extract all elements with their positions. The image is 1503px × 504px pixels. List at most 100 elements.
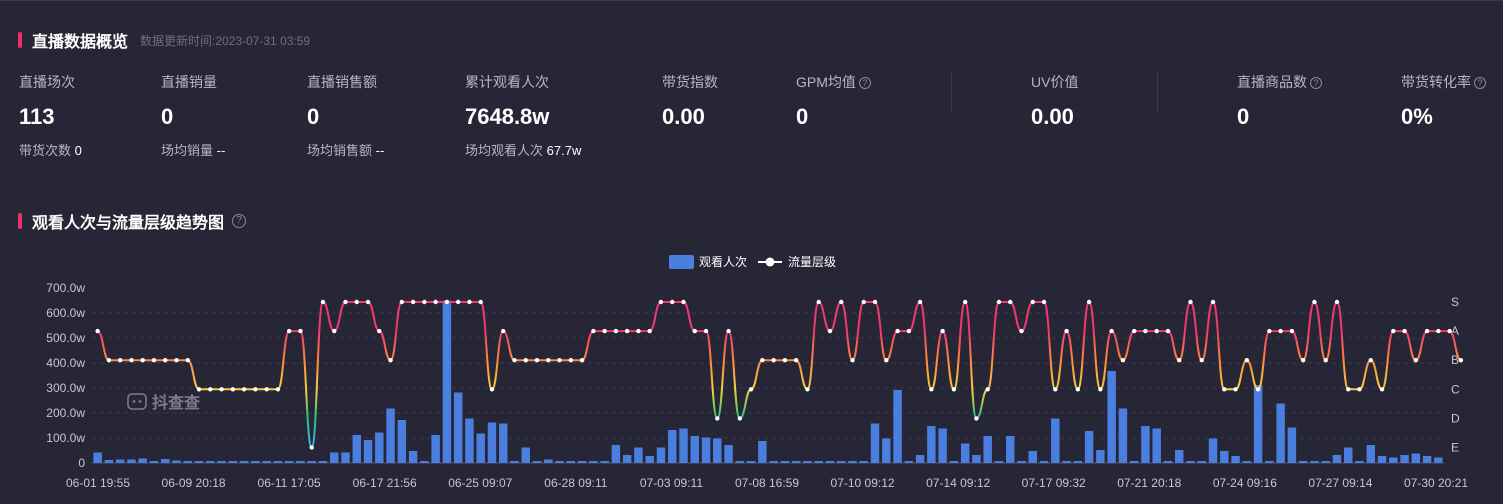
level-point	[692, 328, 697, 334]
level-point	[1188, 299, 1193, 305]
level-point	[208, 387, 213, 392]
level-point	[275, 387, 281, 392]
watermark-text: 抖查查	[152, 393, 200, 412]
level-point	[1120, 358, 1126, 363]
bar	[296, 461, 305, 463]
help-icon[interactable]: ?	[1310, 77, 1322, 89]
help-icon[interactable]: ?	[1474, 77, 1486, 89]
bar	[465, 418, 474, 463]
bar	[724, 445, 733, 463]
bar	[1073, 461, 1083, 463]
level-point	[1458, 358, 1464, 363]
bar	[882, 438, 891, 463]
level-point	[489, 387, 495, 392]
level-point	[1233, 387, 1238, 392]
bar	[341, 452, 350, 463]
level-point	[929, 387, 934, 392]
metric-gpm: GPM均值? 0	[796, 72, 871, 130]
y-axis-labels: 700.0w 600.0w 500.0w 400.0w 300.0w 200.0w 100.…	[46, 281, 85, 470]
level-point	[343, 299, 348, 305]
level-point	[1323, 358, 1328, 363]
bar	[701, 437, 711, 463]
metric-sales-index: 带货指数 0.00	[662, 74, 718, 129]
bar	[645, 456, 654, 463]
level-point	[241, 387, 247, 392]
bar	[713, 438, 722, 463]
level-point	[1210, 299, 1216, 305]
bar	[611, 445, 621, 463]
level-tick-label: B	[1451, 353, 1459, 367]
bar	[172, 460, 181, 463]
bar	[1107, 371, 1116, 463]
x-tick-label: 07-30 20:21	[1404, 476, 1468, 490]
divider	[1157, 71, 1158, 113]
level-point	[1019, 328, 1024, 334]
level-tick-label: D	[1451, 411, 1460, 425]
bar	[600, 461, 609, 463]
section-marker	[18, 32, 22, 48]
level-point	[568, 358, 574, 363]
level-point	[793, 358, 799, 363]
bar	[284, 461, 294, 463]
level-point	[523, 358, 528, 363]
watermark-logo-icon	[127, 393, 147, 410]
legend-line-dot	[765, 257, 775, 267]
level-point	[410, 299, 416, 305]
bar	[656, 447, 666, 463]
level-point	[1312, 299, 1317, 305]
level-point	[850, 358, 855, 363]
bar	[228, 461, 238, 463]
bar	[1298, 461, 1308, 463]
bar	[363, 440, 373, 463]
bar	[1389, 457, 1398, 463]
level-point	[771, 358, 776, 363]
bar	[1186, 461, 1195, 463]
level-point	[377, 328, 382, 334]
bar	[487, 422, 497, 463]
bar	[206, 461, 215, 463]
level-point	[501, 328, 506, 334]
bar	[1051, 418, 1060, 463]
metric-total-views: 累计观看人次 7648.8w 场均观看人次 67.7w	[465, 74, 582, 158]
bar	[544, 459, 553, 463]
overview-header: 直播数据概览 数据更新时间:2023-07-31 03:59	[18, 28, 310, 52]
bar	[453, 392, 463, 463]
x-tick-label: 06-09 20:18	[162, 476, 226, 490]
bar	[1163, 461, 1173, 463]
bar	[183, 461, 192, 463]
bar	[262, 461, 271, 463]
x-tick-label: 07-08 16:59	[735, 476, 799, 490]
bar	[397, 420, 407, 463]
x-tick-label: 06-28 09:11	[544, 476, 607, 490]
bar	[1411, 453, 1421, 463]
bar	[1175, 450, 1184, 463]
y-tick-label: 700.0w	[46, 281, 85, 295]
bar	[938, 428, 947, 463]
level-point	[1041, 299, 1047, 305]
bar	[859, 461, 868, 463]
level-point	[422, 299, 427, 305]
bar	[791, 461, 801, 463]
bar	[972, 455, 981, 463]
level-point	[917, 299, 923, 305]
bar	[555, 461, 564, 463]
level-point	[782, 358, 788, 363]
level-point	[827, 328, 833, 334]
bar	[746, 461, 756, 463]
bar	[1377, 456, 1387, 463]
bar	[1220, 451, 1229, 463]
level-point	[658, 299, 664, 305]
level-point	[951, 387, 957, 392]
bar	[239, 461, 249, 463]
level-point	[1300, 358, 1306, 363]
chart-legend: 观看人次 流量层级	[669, 255, 836, 269]
level-point	[1008, 299, 1013, 305]
help-icon[interactable]: ?	[232, 214, 247, 228]
level-point	[196, 387, 202, 392]
level-point	[1413, 358, 1419, 363]
level-point	[1255, 387, 1261, 392]
bar	[1062, 461, 1071, 463]
help-icon[interactable]: ?	[858, 77, 871, 89]
metric-conversion-rate: 带货转化率? 0%	[1401, 72, 1486, 130]
bar	[510, 461, 519, 463]
